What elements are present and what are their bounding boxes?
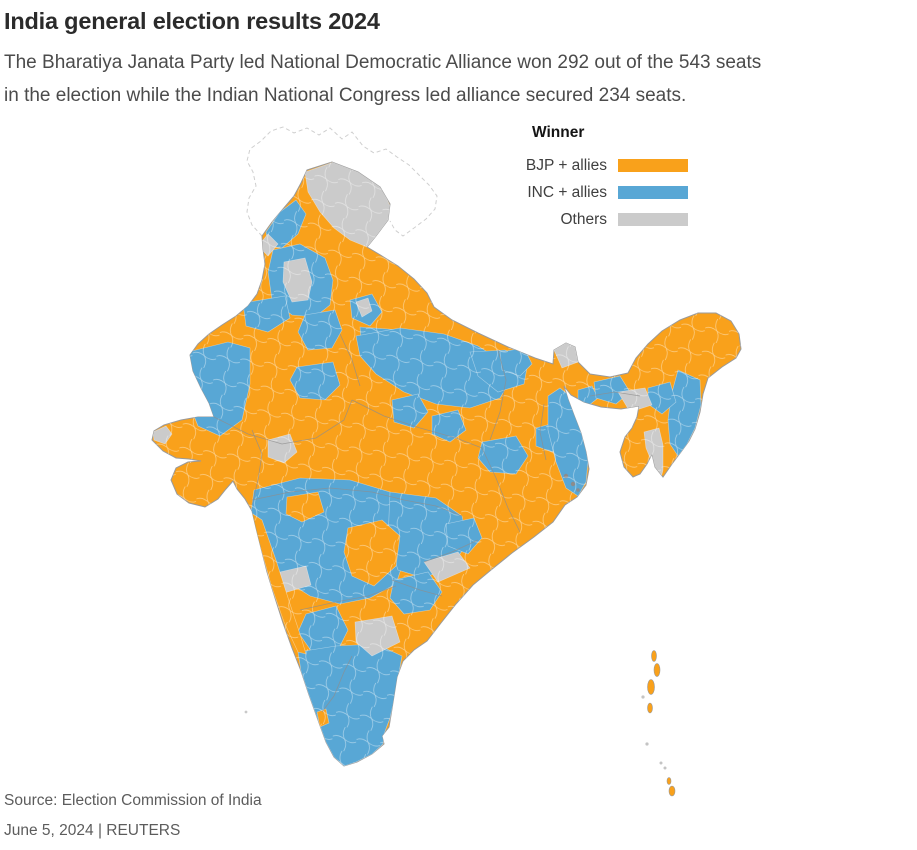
legend-item-others: Others	[505, 206, 688, 233]
legend-swatch-inc	[618, 186, 688, 199]
legend-swatch-others	[618, 213, 688, 226]
legend-swatch-bjp	[618, 159, 688, 172]
subtitle-line-2: in the election while the Indian Nationa…	[4, 85, 687, 106]
constituency-boundaries-texture	[152, 162, 741, 766]
lakshadweep-island	[244, 710, 248, 714]
legend-item-bjp: BJP + allies	[505, 152, 688, 179]
page-title: India general election results 2024	[4, 8, 380, 34]
footer: Source: Election Commission of India Jun…	[4, 786, 262, 845]
subtitle: The Bharatiya Janata Party led National …	[4, 46, 914, 112]
dateline: June 5, 2024 | REUTERS	[4, 821, 181, 839]
legend-label-inc: INC + allies	[527, 183, 607, 201]
legend-label-bjp: BJP + allies	[525, 156, 607, 174]
source-line: Source: Election Commission of India	[4, 792, 262, 809]
map-legend: Winner BJP + allies INC + allies Others	[505, 124, 688, 233]
andaman-nicobar-islands	[641, 650, 676, 797]
subtitle-line-1: The Bharatiya Janata Party led National …	[4, 52, 762, 73]
header: India general election results 2024 The …	[4, 8, 914, 112]
legend-label-others: Others	[560, 210, 607, 228]
state-borders	[213, 333, 641, 713]
legend-title: Winner	[532, 124, 585, 141]
legend-item-inc: INC + allies	[505, 179, 688, 206]
